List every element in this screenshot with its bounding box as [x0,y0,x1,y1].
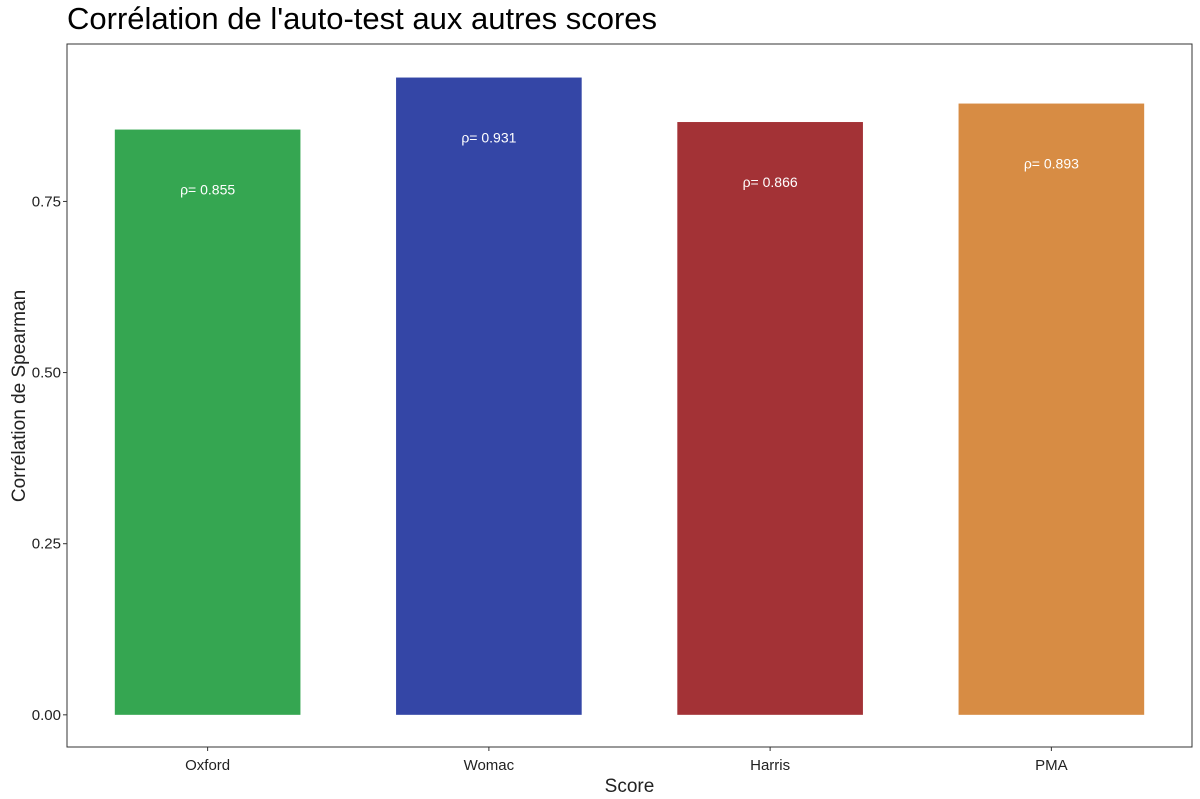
y-tick-label: 0.50 [32,365,61,382]
bars-group: ρ= 0.855 ρ= 0.931 ρ= 0.866 ρ= 0.893 [114,77,1145,715]
y-tick-label: 0.75 [32,193,61,210]
y-tick-label: 0.25 [32,536,61,553]
chart-title: Corrélation de l'auto-test aux autres sc… [67,1,657,36]
data-label-oxford: ρ= 0.855 [180,182,235,198]
x-axis: Oxford Womac Harris PMA [185,747,1068,774]
x-tick-label: Womac [464,757,515,774]
bar-womac [396,77,582,715]
x-axis-title: Score [605,776,655,797]
bar-pma [958,103,1145,715]
data-label-harris: ρ= 0.866 [743,174,798,190]
plot-panel [66,43,1193,748]
data-label-womac: ρ= 0.931 [461,130,516,146]
y-axis-title: Corrélation de Spearman [9,290,30,502]
x-tick-label: Oxford [185,757,230,774]
x-tick-label: PMA [1035,757,1068,774]
x-tick-label: Harris [750,757,790,774]
bar-harris [677,122,863,715]
bar-oxford [114,129,301,715]
y-tick-label: 0.00 [32,707,61,724]
data-label-pma: ρ= 0.893 [1024,156,1079,172]
y-axis: 0.00 0.25 0.50 0.75 [32,193,67,724]
